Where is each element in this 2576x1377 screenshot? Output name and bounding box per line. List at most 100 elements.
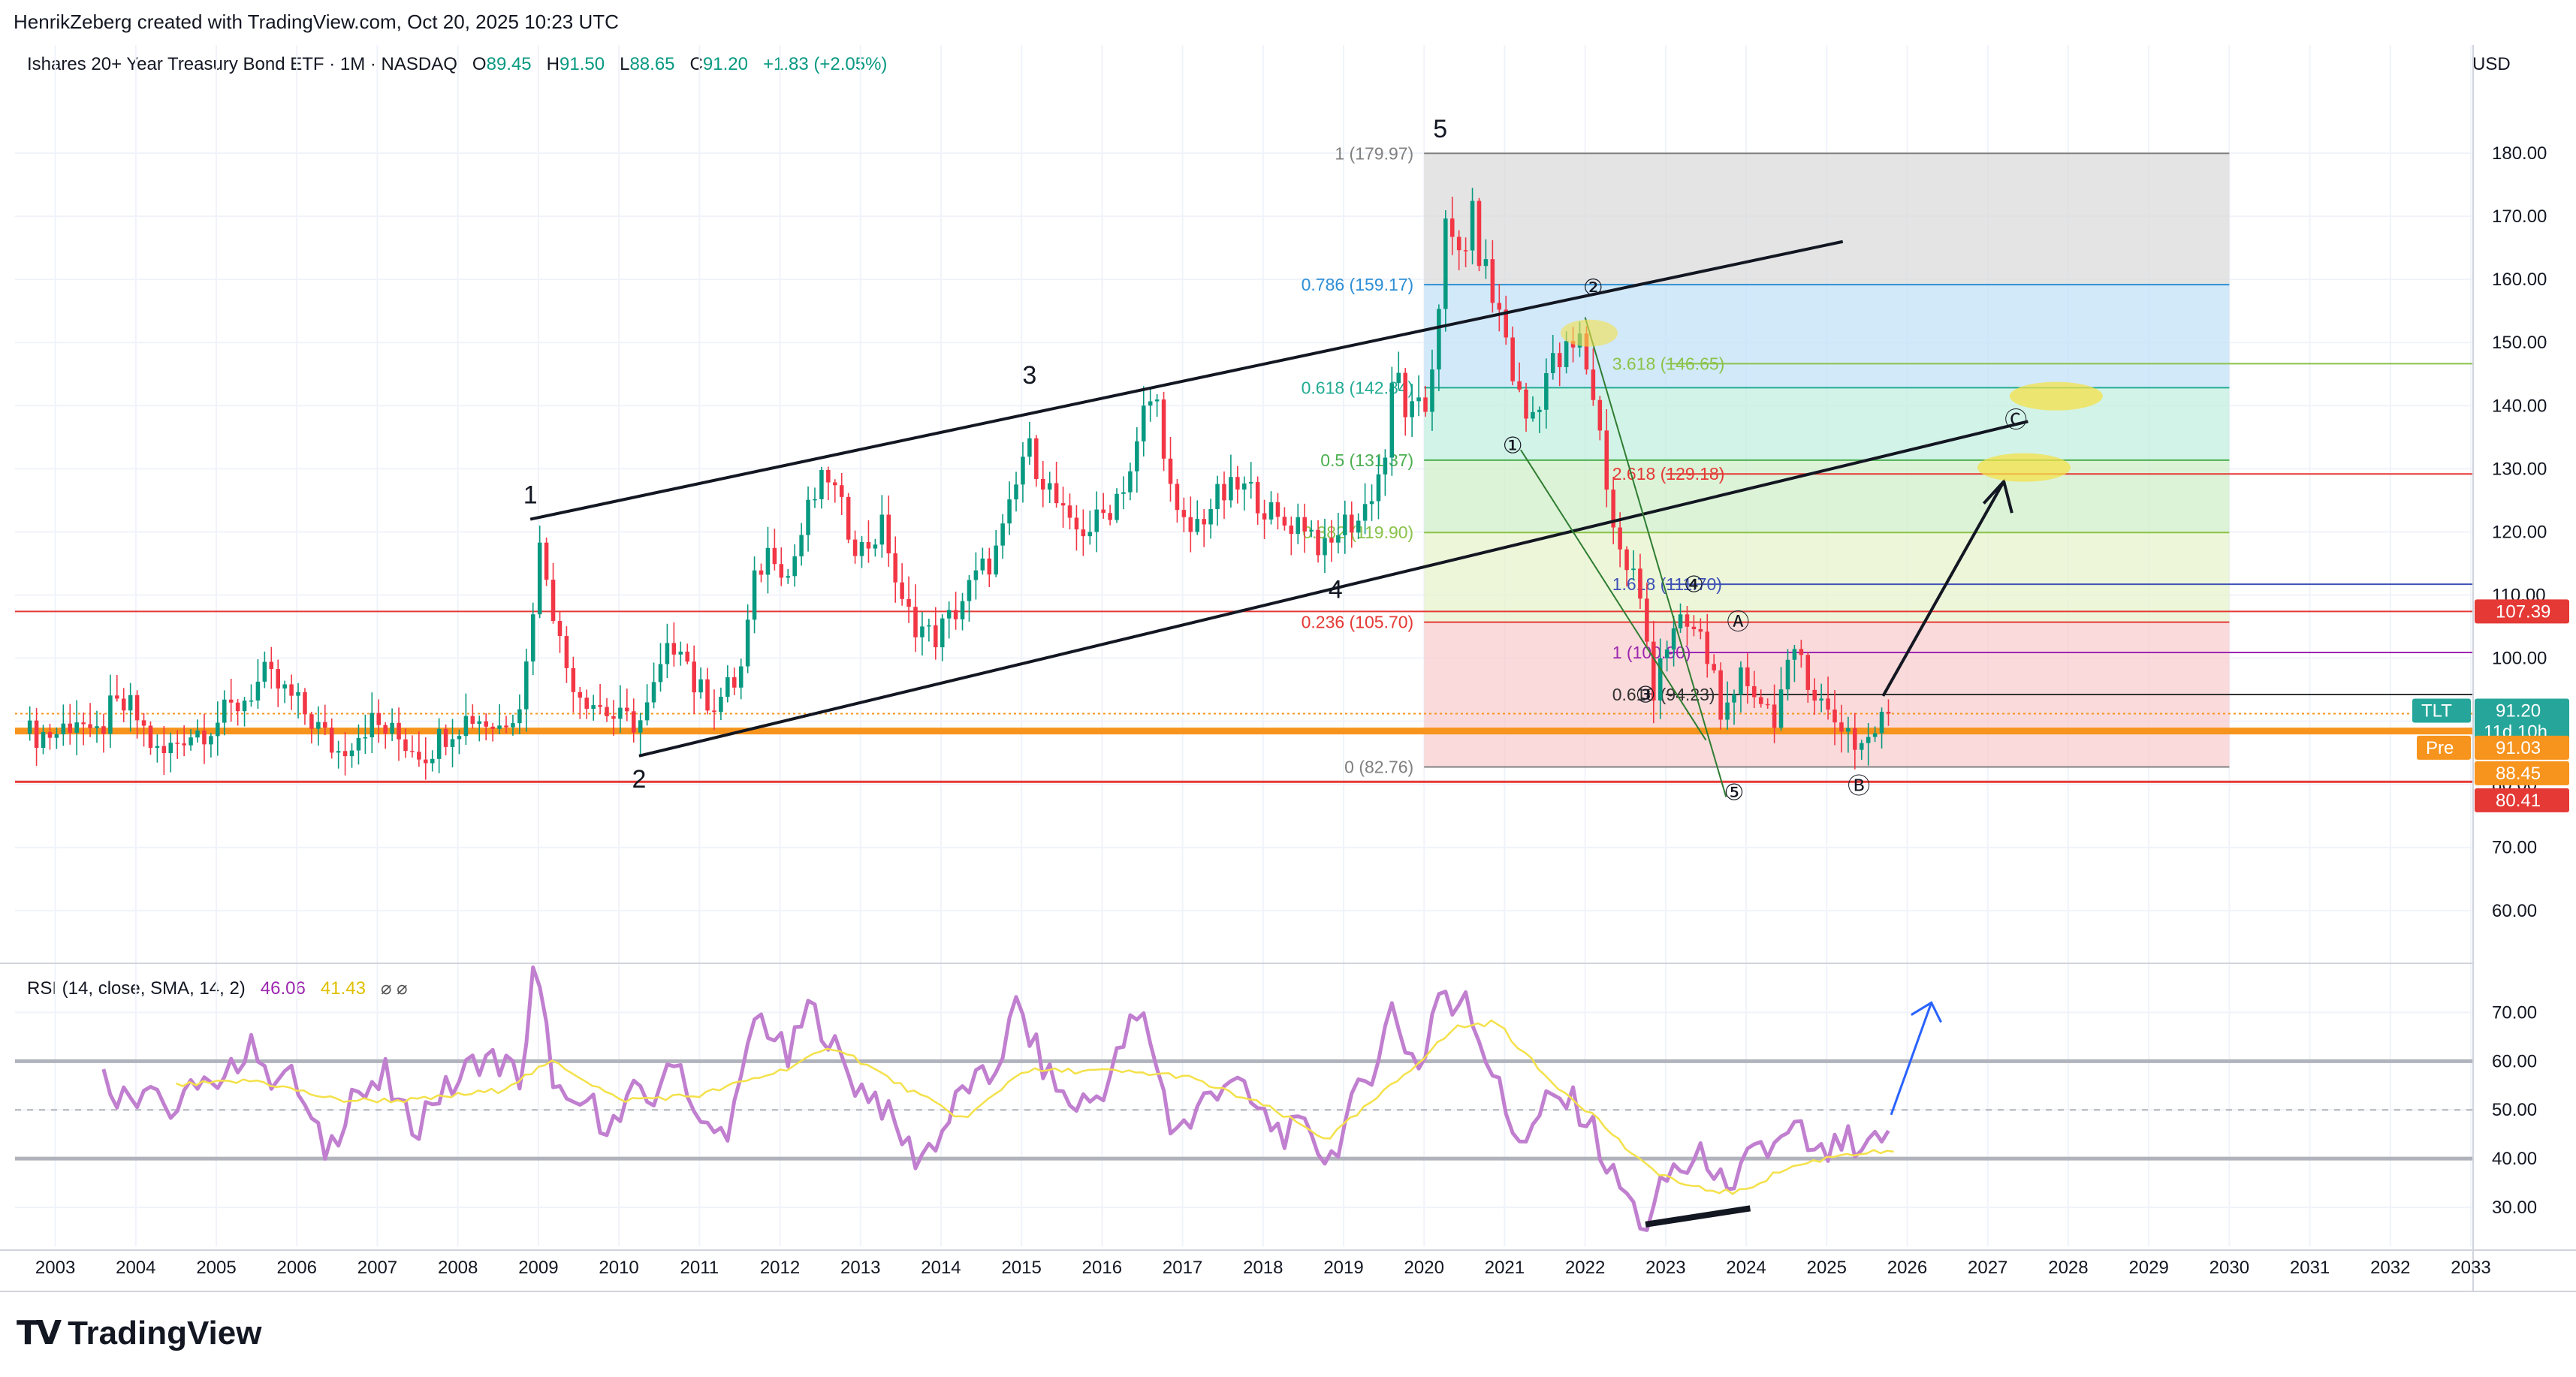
candle-body[interactable] [1336, 535, 1341, 543]
rsi-settings-icons[interactable]: ⌀ ⌀ [380, 978, 408, 999]
candle-body[interactable] [813, 499, 817, 501]
candle-body[interactable] [255, 681, 261, 701]
candle-body[interactable] [289, 684, 294, 696]
candle-body[interactable] [1188, 517, 1193, 532]
candle-body[interactable] [1872, 733, 1878, 737]
candle-body[interactable] [705, 679, 710, 711]
candle-body[interactable] [1524, 389, 1528, 419]
candle-body[interactable] [732, 677, 737, 688]
candle-body[interactable] [336, 751, 341, 753]
candle-body[interactable] [1739, 667, 1743, 695]
candle-body[interactable] [1584, 333, 1589, 370]
candle-body[interactable] [27, 720, 32, 734]
candle-body[interactable] [953, 610, 958, 619]
candle-body[interactable] [443, 728, 448, 747]
candle-body[interactable] [1161, 399, 1166, 459]
candle-body[interactable] [1054, 483, 1059, 504]
candle-body[interactable] [605, 707, 609, 716]
candle-body[interactable] [1725, 702, 1730, 720]
candle-body[interactable] [1034, 438, 1039, 479]
candle-body[interactable] [303, 692, 307, 715]
wedge-line[interactable] [1584, 317, 1727, 797]
candle-body[interactable] [349, 750, 354, 757]
candle-body[interactable] [1309, 529, 1314, 532]
candle-body[interactable] [625, 707, 629, 712]
candle-body[interactable] [1410, 401, 1414, 417]
candle-body[interactable] [879, 514, 885, 545]
candle-body[interactable] [1181, 510, 1187, 517]
candle-body[interactable] [1168, 458, 1173, 484]
candle-body[interactable] [1121, 492, 1126, 494]
candle-body[interactable] [772, 547, 777, 565]
last-price-tag[interactable] [2475, 698, 2569, 744]
candle-body[interactable] [490, 726, 495, 729]
candle-body[interactable] [839, 485, 844, 497]
candle-body[interactable] [1296, 517, 1301, 535]
candle-body[interactable] [363, 737, 368, 739]
candle-body[interactable] [537, 542, 542, 615]
candle-body[interactable] [88, 724, 92, 728]
candle-body[interactable] [1376, 474, 1381, 502]
candle-body[interactable] [1202, 519, 1206, 525]
candle-body[interactable] [1812, 689, 1817, 701]
candle-body[interactable] [900, 582, 904, 599]
candle-body[interactable] [1074, 517, 1079, 530]
candle-body[interactable] [383, 725, 388, 734]
candle-body[interactable] [342, 751, 348, 757]
candle-body[interactable] [544, 542, 549, 580]
candle-body[interactable] [1101, 509, 1106, 514]
candle-body[interactable] [852, 539, 858, 556]
candle-body[interactable] [1698, 628, 1703, 632]
candle-body[interactable] [973, 570, 979, 580]
candle-body[interactable] [410, 751, 415, 752]
candle-body[interactable] [1000, 523, 1005, 546]
candle-body[interactable] [1705, 631, 1710, 664]
candle-body[interactable] [806, 499, 810, 535]
candle-body[interactable] [242, 701, 247, 712]
candle-body[interactable] [906, 598, 911, 607]
candle-body[interactable] [1115, 493, 1119, 520]
candle-body[interactable] [1826, 698, 1830, 710]
candle-body[interactable] [202, 730, 207, 745]
symbol-tag[interactable] [2412, 698, 2471, 723]
candle-body[interactable] [987, 558, 992, 575]
candle-body[interactable] [1504, 309, 1508, 338]
candle-body[interactable] [1456, 237, 1461, 251]
candle-body[interactable] [1175, 484, 1180, 511]
candle-body[interactable] [1027, 438, 1032, 457]
candle-body[interactable] [819, 469, 824, 499]
candle-body[interactable] [1215, 484, 1220, 510]
candle-body[interactable] [95, 726, 99, 728]
candle-body[interactable] [1477, 200, 1482, 267]
candle-body[interactable] [457, 736, 462, 740]
candle-body[interactable] [41, 731, 46, 749]
candle-body[interactable] [631, 711, 636, 733]
candle-body[interactable] [1685, 614, 1690, 627]
divergence-line[interactable] [1645, 1205, 1751, 1228]
candle-body[interactable] [1886, 712, 1891, 714]
candle-body[interactable] [1282, 517, 1287, 526]
candle-body[interactable] [1557, 353, 1562, 367]
candle-body[interactable] [1154, 399, 1160, 402]
candle-body[interactable] [1463, 250, 1468, 252]
premarket-price-tag[interactable] [2475, 735, 2569, 760]
rsi-sma-line[interactable] [175, 1019, 1894, 1195]
candle-body[interactable] [235, 702, 240, 712]
candle-body[interactable] [249, 701, 254, 702]
candle-body[interactable] [1195, 519, 1200, 532]
candle-body[interactable] [644, 702, 650, 721]
candle-body[interactable] [470, 716, 475, 724]
candle-body[interactable] [1765, 704, 1770, 706]
candle-body[interactable] [1262, 513, 1267, 520]
candle-body[interactable] [564, 636, 569, 668]
candle-body[interactable] [222, 699, 227, 723]
candle-body[interactable] [1087, 532, 1093, 537]
premarket-label-tag[interactable] [2417, 735, 2471, 760]
candle-body[interactable] [920, 626, 925, 637]
candle-body[interactable] [1745, 667, 1750, 686]
candle-body[interactable] [1242, 483, 1247, 490]
candle-body[interactable] [269, 661, 274, 670]
candle-body[interactable] [155, 746, 160, 749]
wave-label-circled[interactable]: Ⓒ [2004, 408, 2027, 433]
candle-body[interactable] [134, 695, 140, 721]
